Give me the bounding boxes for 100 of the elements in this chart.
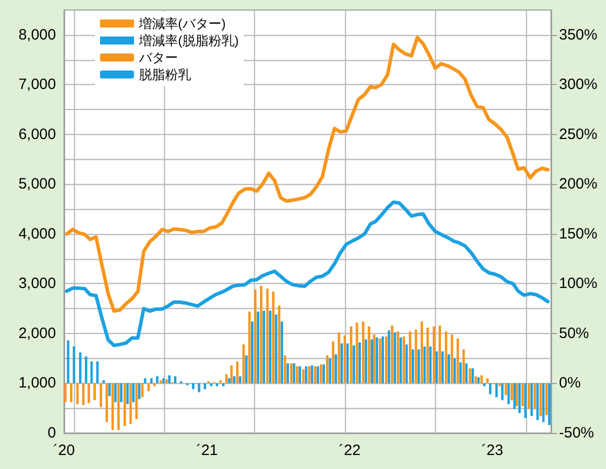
y-tick-label: 1,000 xyxy=(18,374,56,392)
bar xyxy=(147,383,150,392)
bar xyxy=(225,374,228,384)
bar xyxy=(402,336,406,384)
bar xyxy=(236,361,239,384)
x-tick-label: ´21 xyxy=(196,442,218,459)
bar xyxy=(432,326,436,384)
bar xyxy=(483,383,486,386)
bar xyxy=(204,383,206,390)
bar xyxy=(82,383,85,406)
bar xyxy=(210,383,212,386)
y-tick-label: 4,000 xyxy=(18,225,56,242)
bar xyxy=(88,383,90,404)
bar xyxy=(66,340,70,384)
y2-tick-label: 100% xyxy=(559,275,598,292)
y-tick-label: 6,000 xyxy=(18,126,56,143)
bar xyxy=(238,376,242,384)
y2-tick-label: 200% xyxy=(559,176,598,193)
bar xyxy=(304,366,308,384)
bar xyxy=(450,334,454,384)
y2-tick-label: 350% xyxy=(559,26,598,44)
bar xyxy=(376,337,378,384)
bar xyxy=(548,383,550,426)
bar xyxy=(528,383,530,410)
bar xyxy=(84,356,88,384)
bar xyxy=(441,351,444,384)
bar xyxy=(364,339,368,384)
bar xyxy=(344,335,346,384)
bar xyxy=(498,383,501,386)
bar xyxy=(542,383,545,422)
bar xyxy=(468,368,472,384)
bar xyxy=(489,383,492,394)
y-tick-label: 5,000 xyxy=(18,176,56,193)
bar xyxy=(316,366,320,384)
y-tick-label: 2,000 xyxy=(18,324,56,342)
legend-label: 脱脂粉乳 xyxy=(139,67,191,82)
bar xyxy=(426,328,429,384)
bar xyxy=(70,383,72,402)
bar xyxy=(400,337,402,384)
bar xyxy=(352,345,356,384)
bar xyxy=(262,310,266,384)
legend-label: 増減率(バター) xyxy=(138,16,226,31)
bar xyxy=(165,379,168,384)
bar xyxy=(302,369,305,384)
bar xyxy=(521,383,524,406)
bar xyxy=(286,363,289,384)
bar xyxy=(340,343,343,384)
bar xyxy=(382,336,384,384)
bar xyxy=(79,352,82,384)
bar xyxy=(390,326,394,384)
bar xyxy=(245,355,248,384)
bar xyxy=(405,344,408,384)
line-series xyxy=(64,200,550,348)
y-tick-label: 0 xyxy=(48,424,56,442)
bar xyxy=(290,363,292,384)
y-tick-label: 3,000 xyxy=(18,275,56,292)
bar xyxy=(334,354,338,384)
legend-label: 増減率(脱脂粉乳) xyxy=(138,33,239,48)
bar xyxy=(256,312,260,384)
bar xyxy=(64,383,67,402)
x-tick-label: ´20 xyxy=(53,442,75,459)
bar xyxy=(132,383,135,402)
bar xyxy=(350,326,352,384)
bar xyxy=(150,378,153,384)
legend-label: バター xyxy=(138,50,178,65)
bar xyxy=(539,383,542,416)
bar xyxy=(372,334,376,384)
y2-tick-label: 250% xyxy=(559,126,598,143)
bar xyxy=(429,346,432,384)
bar xyxy=(358,342,361,384)
bar xyxy=(385,336,388,384)
bar xyxy=(251,322,254,384)
bar xyxy=(314,366,316,384)
y2-tick-label: 150% xyxy=(559,225,598,242)
bar xyxy=(156,376,158,384)
bar xyxy=(268,310,272,384)
bar xyxy=(507,383,510,404)
bar xyxy=(266,288,269,384)
bar xyxy=(471,368,474,384)
bar xyxy=(370,339,374,384)
bar xyxy=(260,286,262,384)
bar xyxy=(93,383,96,400)
bar xyxy=(160,380,162,384)
bar xyxy=(198,383,200,392)
bar xyxy=(412,349,414,384)
bar xyxy=(423,346,426,384)
bar xyxy=(474,376,477,384)
bar xyxy=(462,349,465,384)
bar xyxy=(222,383,224,386)
bar xyxy=(233,376,236,384)
bar xyxy=(144,378,146,384)
y2-tick-label: 0% xyxy=(559,374,581,392)
bar xyxy=(534,383,536,410)
bar xyxy=(100,383,102,408)
bar xyxy=(453,358,456,384)
x-tick-label: ´23 xyxy=(482,442,504,459)
bar xyxy=(174,376,176,384)
bar xyxy=(120,383,122,402)
bar xyxy=(280,322,284,384)
y2-tick-label: -50% xyxy=(559,424,594,442)
